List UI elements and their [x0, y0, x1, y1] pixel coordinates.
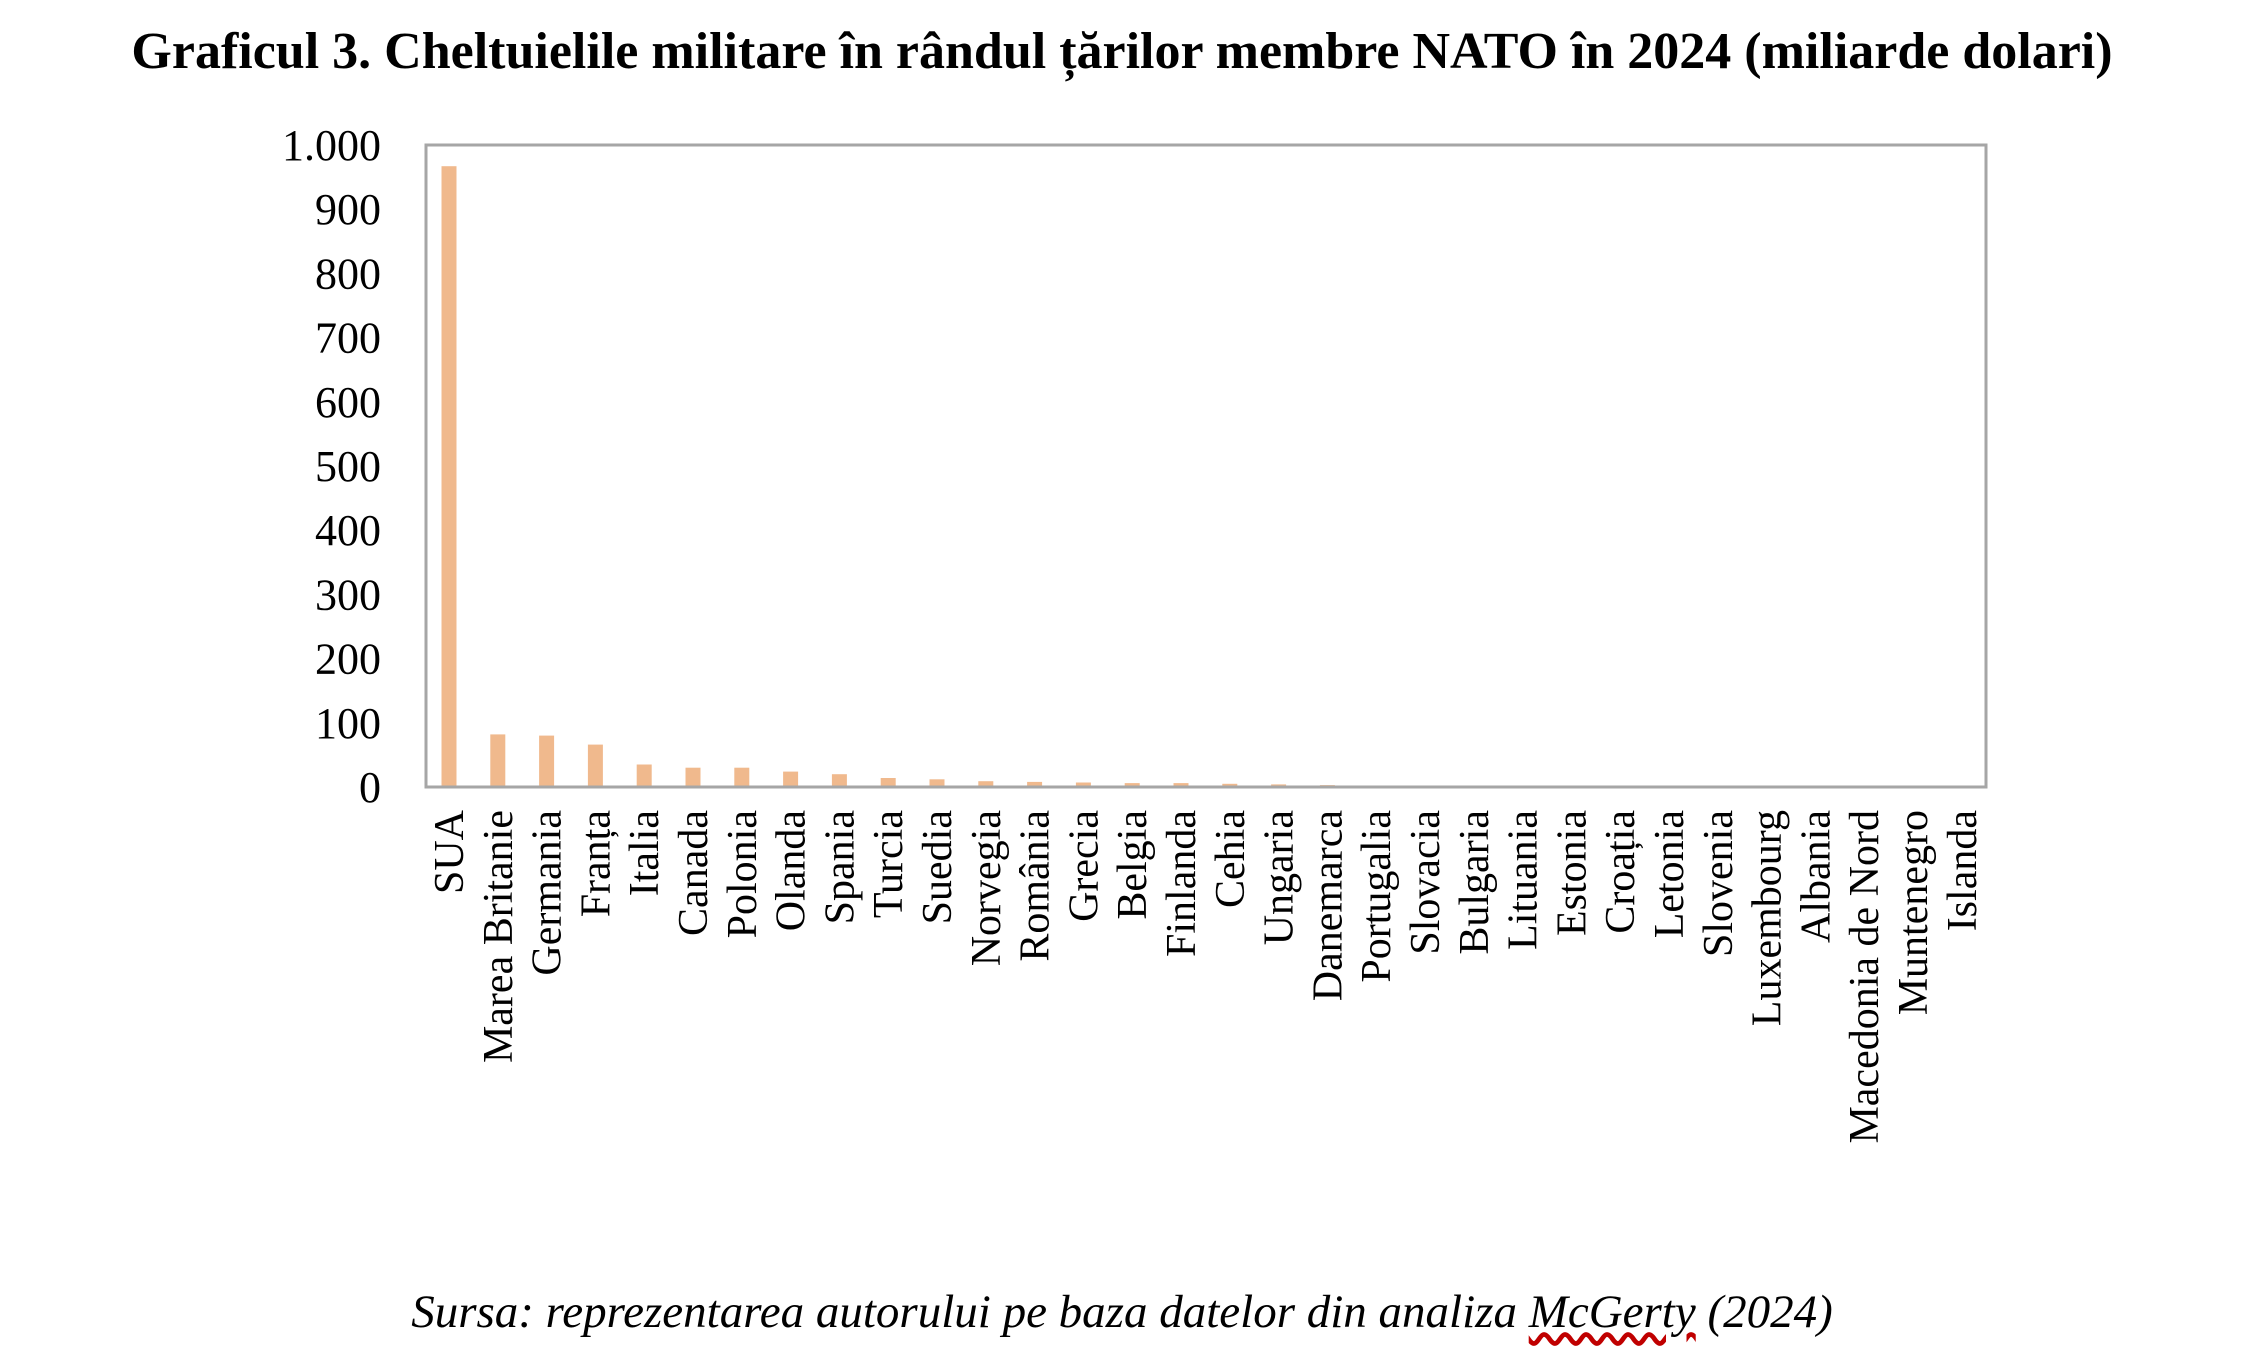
x-tick-label: Danemarca: [1305, 810, 1351, 1002]
bar-olanda: [783, 771, 799, 787]
x-tick-label: Italia: [622, 810, 668, 897]
source-suffix: (2024): [1695, 1286, 1833, 1338]
bar-grecia: [1075, 782, 1091, 787]
x-tick-label: Cehia: [1208, 810, 1254, 908]
source-note: Sursa: reprezentarea autorului pe baza d…: [0, 1282, 2244, 1342]
x-tick-label: Portugalia: [1354, 810, 1400, 983]
y-tick-label: 100: [315, 699, 381, 748]
x-tick-label: Muntenegro: [1891, 810, 1937, 1015]
x-tick-label: Turcia: [866, 810, 912, 918]
x-tick-label: Bulgaria: [1452, 810, 1498, 955]
x-tick-label: Canada: [671, 810, 717, 936]
bar-românia: [1027, 781, 1043, 787]
x-tick-label: Letonia: [1647, 810, 1693, 939]
x-tick-label: Olanda: [769, 810, 815, 932]
x-tick-label: Slovenia: [1696, 810, 1742, 957]
bar-sua: [441, 166, 457, 787]
y-tick-label: 400: [315, 506, 381, 555]
x-tick-label: Grecia: [1061, 810, 1107, 922]
y-tick-label: 500: [315, 442, 381, 491]
bar-spania: [831, 774, 847, 787]
bar-norvegia: [978, 781, 994, 787]
source-prefix: Sursa: reprezentarea autorului pe baza d…: [411, 1286, 1529, 1338]
x-tick-label: Croația: [1598, 810, 1644, 934]
source-reference: McGerty: [1528, 1286, 1696, 1338]
chart-title: Graficul 3. Cheltuielile militare în rân…: [131, 23, 2113, 80]
plot-area-frame: [424, 143, 1988, 789]
bar-turcia: [880, 778, 896, 787]
y-tick-label: 800: [315, 249, 381, 298]
y-axis-tick-labels: 0 100 200 300 400 500 600 700 800 900 1.000: [282, 121, 381, 812]
x-tick-label: Estonia: [1549, 810, 1595, 936]
x-tick-label: Lituania: [1501, 810, 1547, 950]
y-tick-label: 700: [315, 314, 381, 363]
y-tick-label: 200: [315, 635, 381, 684]
bars: [441, 166, 1970, 787]
bar-canada: [685, 767, 701, 787]
x-tick-label: Franța: [573, 810, 619, 918]
x-tick-label: Slovacia: [1403, 810, 1449, 955]
bar-italia: [636, 764, 652, 787]
x-tick-label: Ungaria: [1257, 810, 1303, 946]
x-tick-label: Norvegia: [964, 810, 1010, 967]
x-tick-label: Finlanda: [1159, 810, 1205, 957]
bar-finlanda: [1173, 783, 1189, 787]
x-tick-label: Luxembourg: [1745, 810, 1791, 1026]
x-tick-label: Albania: [1793, 810, 1839, 943]
x-tick-label: Belgia: [1110, 810, 1156, 920]
x-tick-label: Macedonia de Nord: [1842, 810, 1888, 1144]
y-tick-label: 900: [315, 185, 381, 234]
x-tick-label: Polonia: [720, 810, 766, 939]
y-tick-label: 300: [315, 570, 381, 619]
bar-polonia: [734, 767, 750, 787]
x-tick-label: România: [1013, 810, 1059, 962]
x-axis-category-labels: SUA Marea Britanie Germania Franța Italia Can…: [427, 809, 1986, 1143]
x-tick-label: Marea Britanie: [476, 810, 522, 1063]
y-tick-label: 1.000: [282, 121, 381, 170]
x-tick-label: Spania: [817, 810, 863, 925]
x-tick-label: SUA: [427, 809, 473, 894]
bar-germania: [539, 735, 555, 787]
bar-franța: [587, 744, 603, 787]
bar-cehia: [1222, 783, 1238, 787]
bar-belgia: [1124, 783, 1140, 787]
y-tick-label: 0: [359, 763, 381, 812]
bar-suedia: [929, 779, 945, 787]
x-tick-label: Suedia: [915, 810, 961, 925]
x-tick-label: Germania: [525, 810, 571, 976]
x-tick-label: Islanda: [1940, 810, 1986, 932]
y-tick-label: 600: [315, 378, 381, 427]
bar-marea-britanie: [490, 734, 506, 787]
